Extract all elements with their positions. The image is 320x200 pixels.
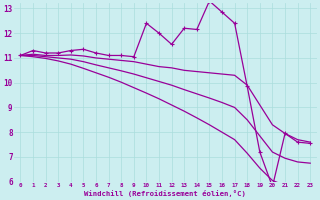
X-axis label: Windchill (Refroidissement éolien,°C): Windchill (Refroidissement éolien,°C)	[84, 190, 246, 197]
